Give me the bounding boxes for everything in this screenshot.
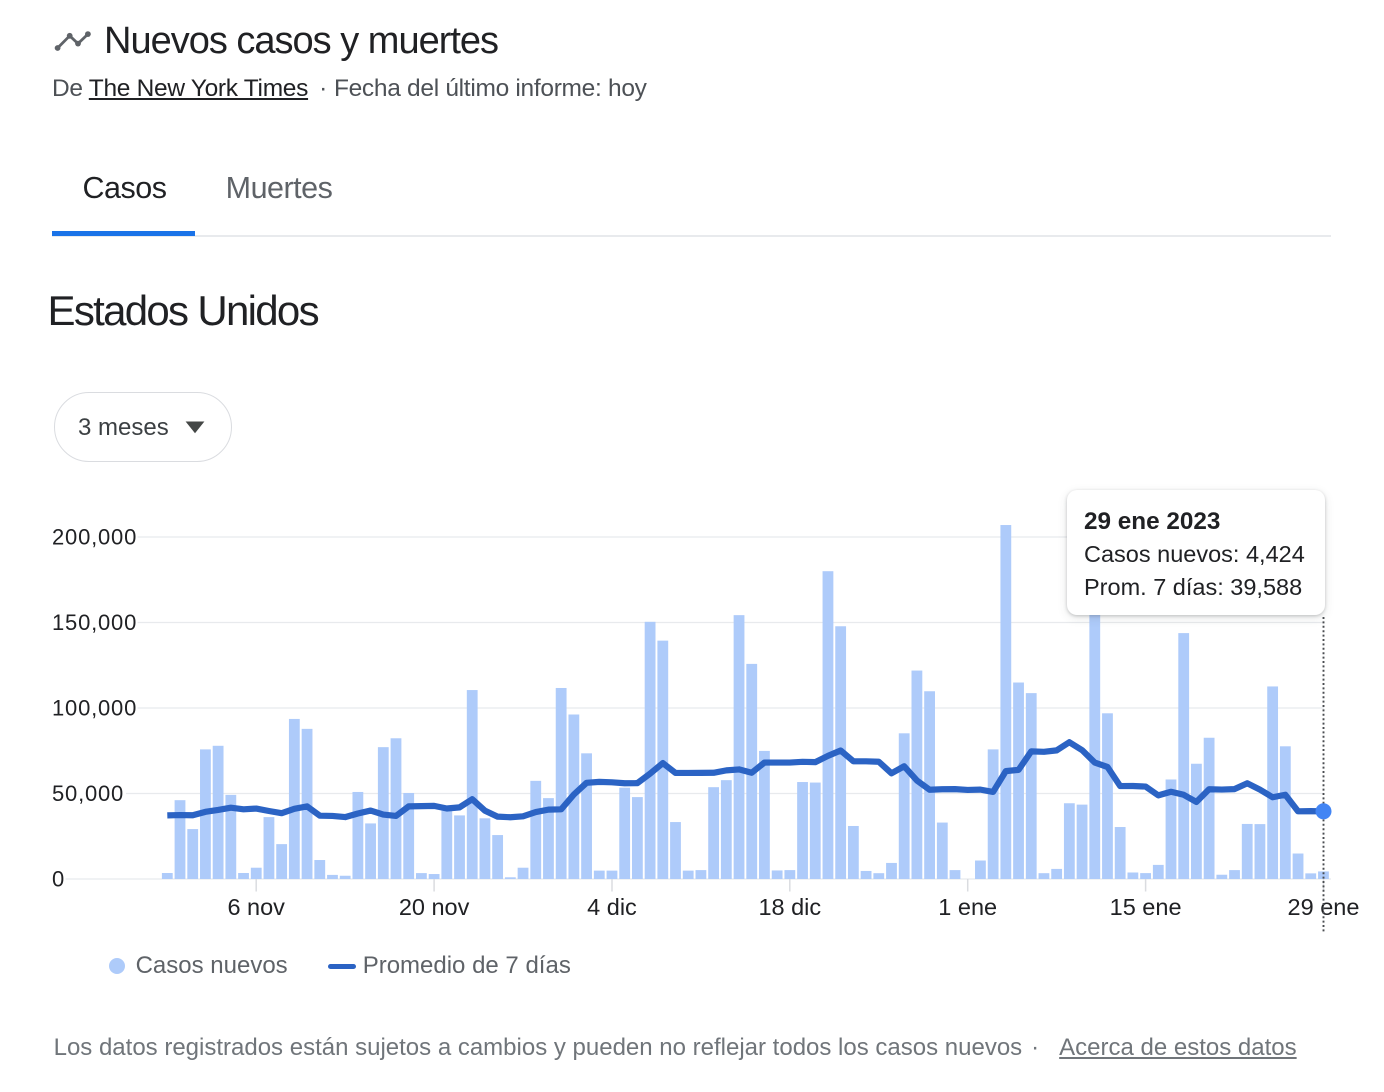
svg-text:100,000: 100,000 [52,696,137,721]
svg-text:29 ene: 29 ene [1288,894,1360,920]
svg-text:150,000: 150,000 [52,610,137,635]
svg-text:15 ene: 15 ene [1110,894,1182,920]
svg-text:50,000: 50,000 [52,781,124,806]
svg-text:6 nov: 6 nov [227,894,285,920]
svg-text:200,000: 200,000 [52,525,137,550]
svg-text:18 dic: 18 dic [758,894,821,920]
svg-text:20 nov: 20 nov [399,894,470,920]
svg-text:0: 0 [52,867,65,892]
svg-text:1 ene: 1 ene [938,894,997,920]
svg-text:4 dic: 4 dic [587,894,637,920]
